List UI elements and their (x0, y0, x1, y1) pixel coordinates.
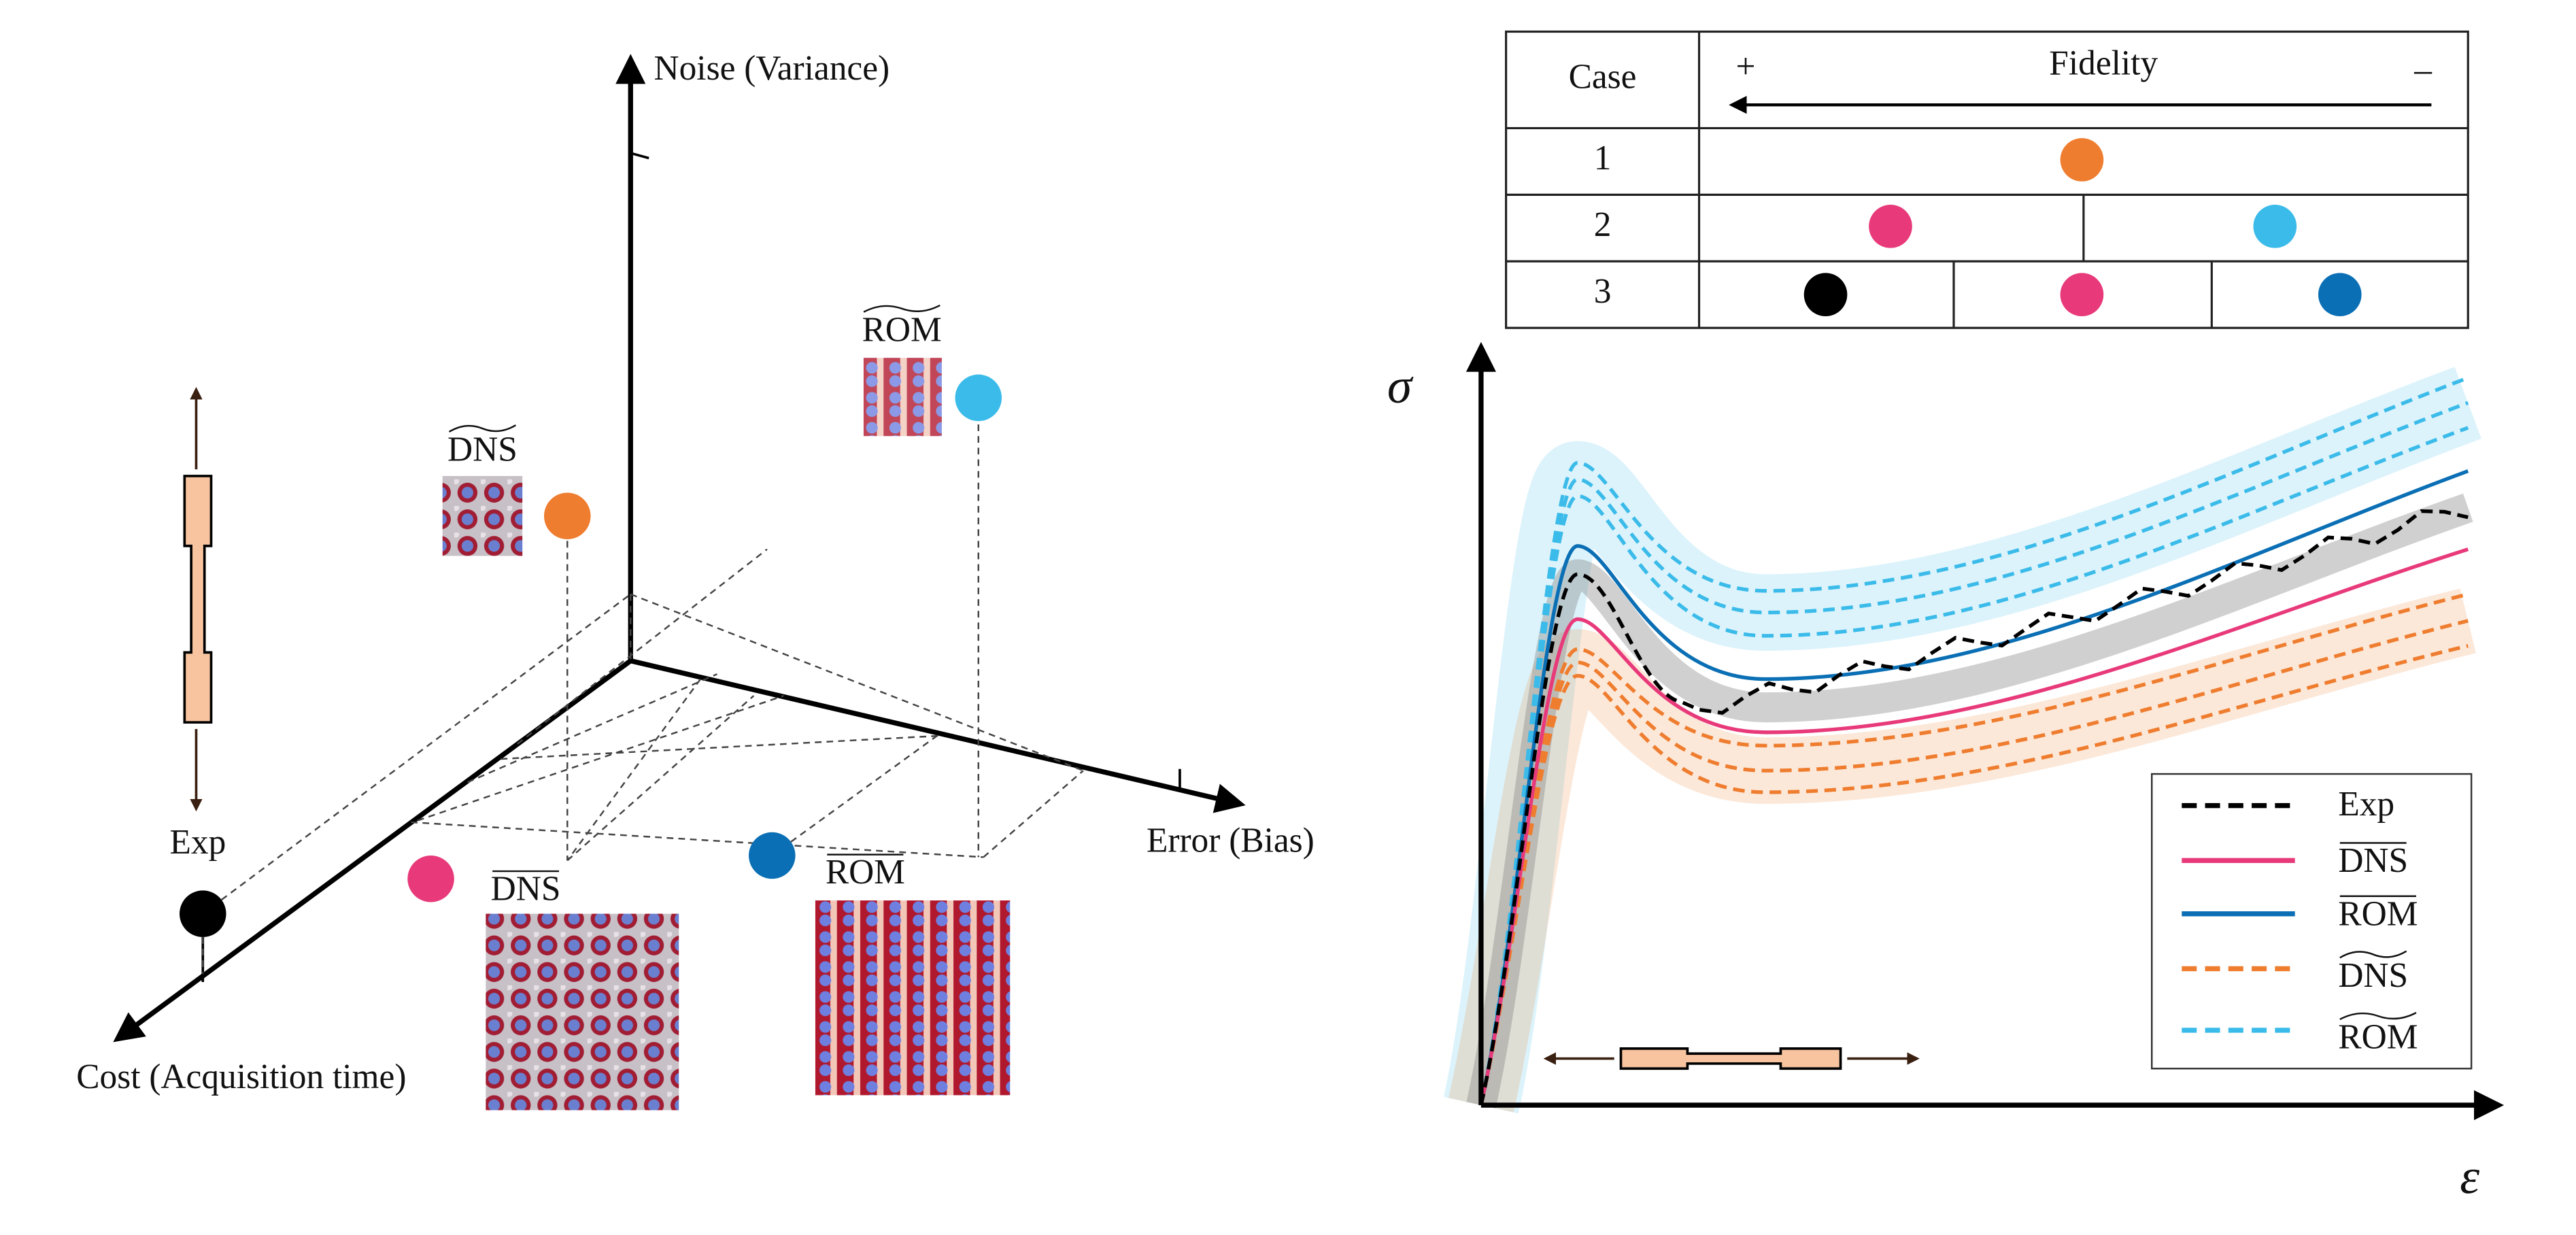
point-label: DNS (491, 870, 561, 909)
table-minus: – (2413, 50, 2433, 89)
curve (1479, 547, 2469, 1106)
legend-label: ROM (2338, 894, 2418, 933)
table-header: Case (1569, 57, 1637, 96)
legend-label: DNS (2338, 841, 2408, 880)
point-rom-bar (749, 832, 796, 879)
tilde (448, 424, 517, 433)
curve (1479, 426, 2469, 1106)
legend-label: ROM (2338, 1017, 2418, 1056)
curve (1479, 509, 2469, 1106)
point-label: ROM (826, 853, 905, 892)
tilde (2339, 950, 2407, 959)
fidelity-table (1505, 30, 2469, 329)
table-plus: + (1736, 48, 1756, 86)
axes-3d (113, 54, 1246, 1043)
point-dns-bar (407, 855, 454, 902)
point-rom-tilde (955, 374, 1002, 422)
y-axis-label: σ (1387, 358, 1414, 413)
axis-label: Noise (Variance) (654, 49, 890, 88)
tilde (863, 304, 940, 313)
table-cell: 3 (1594, 272, 1612, 311)
legend-label: DNS (2338, 956, 2408, 995)
curve (1479, 469, 2469, 1106)
table-dot (2318, 273, 2362, 317)
point-label: Exp (170, 823, 226, 862)
curve (1479, 643, 2469, 1106)
tick (630, 152, 649, 160)
legend (2150, 773, 2473, 1070)
table-dot (2253, 205, 2297, 248)
point-label: DNS (447, 430, 518, 469)
axis-label: Error (Bias) (1147, 822, 1315, 860)
curve (1479, 619, 2469, 1106)
curve (1479, 401, 2469, 1106)
point-label: ROM (862, 310, 942, 349)
curves (1443, 367, 2481, 1114)
table-header: Fidelity (2049, 44, 2158, 83)
micro-image (863, 358, 942, 437)
axis-label: Cost (Acquisition time) (76, 1058, 406, 1096)
micro-image (442, 475, 523, 556)
micro-image (815, 900, 1011, 1096)
table-dot (2060, 273, 2104, 317)
specimen-horizontal (1543, 1047, 1920, 1070)
x-axis-label: ε (2460, 1149, 2479, 1204)
table-dot (2060, 138, 2104, 182)
error-axis (630, 658, 1246, 813)
micro-image (486, 913, 679, 1111)
table-dot (1803, 273, 1848, 317)
point-exp (180, 890, 226, 937)
table-cell: 1 (1594, 139, 1612, 177)
tilde (2339, 1012, 2417, 1020)
specimen-vertical (183, 387, 213, 812)
projection-lines (202, 424, 1084, 974)
legend-label: Exp (2338, 785, 2394, 824)
table-dot (1869, 205, 1912, 248)
point-dns-tilde (543, 492, 591, 539)
table-cell: 2 (1594, 205, 1612, 244)
